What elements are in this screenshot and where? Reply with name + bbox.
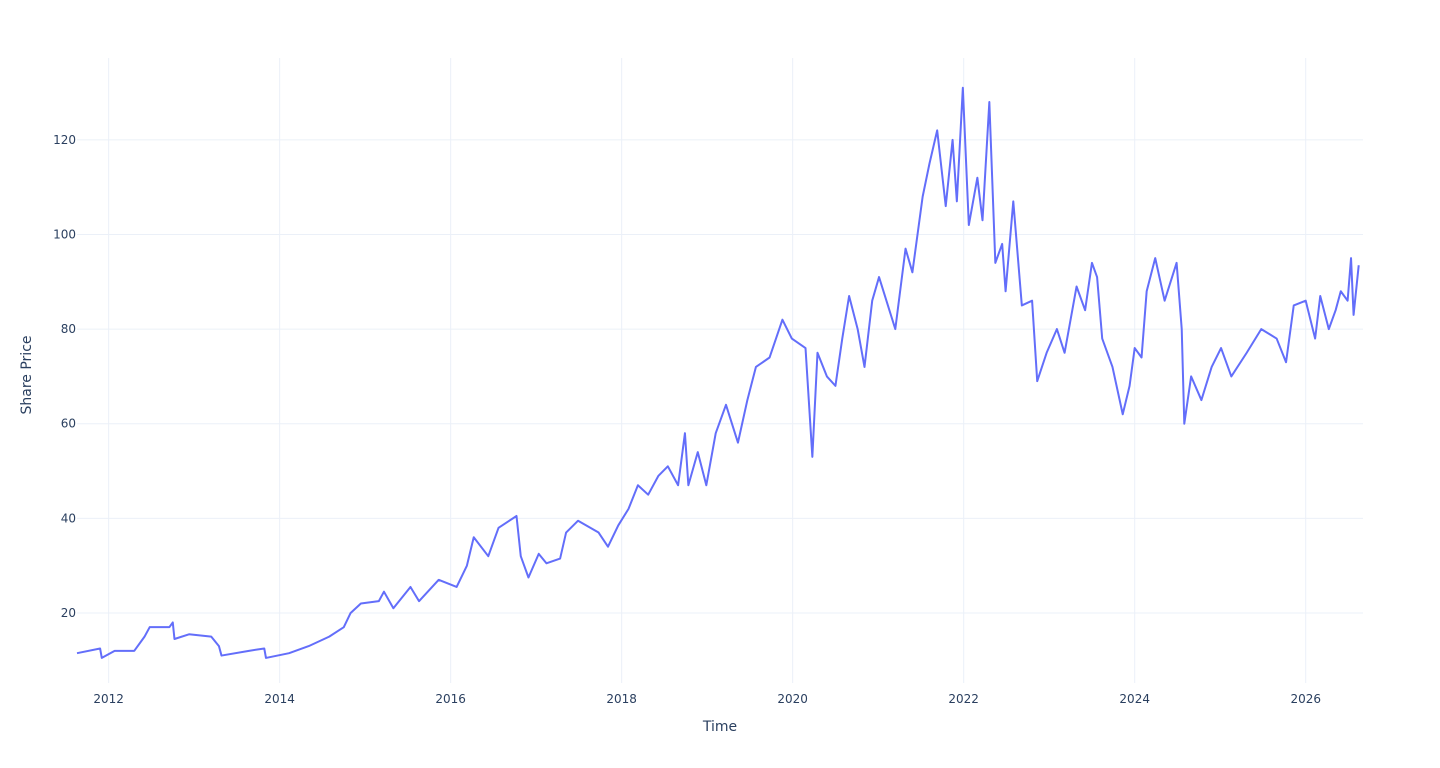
x-tick-label: 2020 [777, 692, 808, 706]
y-tick-label: 80 [61, 322, 76, 336]
y-tick-label: 40 [61, 511, 76, 525]
y-axis-title: Share Price [19, 335, 35, 414]
x-tick-label: 2012 [93, 692, 124, 706]
x-tick-label: 2014 [264, 692, 295, 706]
x-tick-label: 2026 [1290, 692, 1321, 706]
x-axis-title: Time [702, 719, 737, 735]
x-tick-label: 2024 [1119, 692, 1150, 706]
y-tick-label: 60 [61, 417, 76, 431]
price-line [76, 86, 1360, 659]
x-tick-label: 2022 [948, 692, 979, 706]
y-tick-label: 120 [53, 133, 76, 147]
y-tick-label: 20 [61, 606, 76, 620]
y-tick-label: 100 [53, 227, 76, 241]
x-tick-label: 2018 [606, 692, 637, 706]
x-tick-label: 2016 [435, 692, 466, 706]
